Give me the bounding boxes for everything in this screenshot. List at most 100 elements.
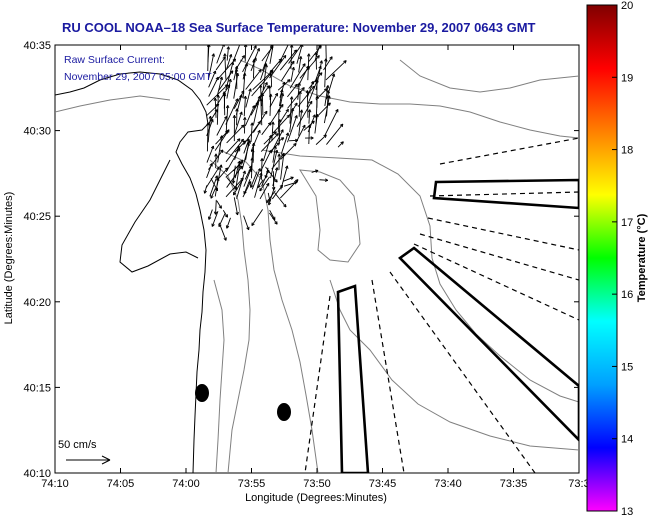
current-vector [324, 109, 339, 136]
current-vector [278, 89, 284, 107]
current-vector [214, 153, 218, 169]
current-vector [222, 210, 229, 218]
surface-current-vectors [203, 45, 347, 241]
current-vector [311, 169, 319, 173]
current-vector [269, 209, 276, 221]
current-vector [231, 165, 236, 184]
current-vector [271, 142, 280, 151]
current-vector [298, 56, 303, 73]
current-vector [252, 59, 256, 79]
current-vector [305, 136, 314, 140]
current-vector [269, 54, 287, 79]
current-vector [243, 117, 247, 134]
current-vector [287, 87, 305, 109]
current-vector [218, 213, 226, 228]
scale-label: 50 cm/s [58, 439, 97, 451]
current-vector [207, 53, 215, 80]
current-vector [274, 192, 287, 208]
current-vector [217, 135, 224, 163]
current-vector [277, 153, 281, 170]
antenna-pattern-dashed [304, 137, 579, 473]
current-vector [233, 180, 243, 196]
bathymetry-contours [55, 59, 579, 473]
antenna-beams [336, 178, 579, 473]
current-vector [324, 58, 328, 88]
current-vector [235, 108, 239, 126]
colorbar-label: Temperature (°C) [636, 213, 648, 302]
map-title: RU COOL NOAA–18 Sea Surface Temperature:… [62, 20, 536, 35]
current-vector [213, 97, 218, 118]
y-tick-label: 40:25 [23, 211, 51, 223]
current-vector [306, 55, 320, 71]
current-vector [283, 181, 298, 187]
current-vector [205, 166, 220, 188]
current-vector [287, 115, 298, 143]
current-vector [337, 141, 344, 148]
current-vector [289, 63, 306, 89]
current-vector [206, 122, 210, 152]
current-vector [211, 211, 219, 227]
current-vector [259, 182, 270, 200]
colorbar-tick-label: 15 [621, 361, 633, 373]
current-vector [206, 145, 215, 163]
current-vector [243, 45, 248, 62]
current-vector [250, 157, 254, 179]
current-vector [226, 46, 231, 61]
x-tick-label: 73:40 [434, 478, 462, 490]
current-vector [325, 60, 347, 81]
current-vector [243, 95, 248, 117]
current-vector [207, 115, 213, 143]
current-vector [295, 124, 306, 143]
current-vector [226, 78, 232, 99]
current-vector [290, 66, 295, 83]
current-vector [234, 145, 240, 161]
current-vector [323, 95, 331, 124]
x-tick-label: 73:55 [238, 478, 266, 490]
colorbar-tick-label: 20 [621, 0, 633, 12]
current-vector [206, 163, 213, 179]
current-vector [208, 70, 217, 88]
current-vector [226, 124, 245, 144]
current-vector [206, 45, 211, 72]
station-marker [195, 384, 209, 402]
x-tick-label: 73:35 [500, 478, 528, 490]
current-vector [234, 111, 243, 134]
current-vector [314, 51, 318, 70]
current-vector [297, 82, 301, 100]
current-vector [289, 96, 294, 124]
x-tick-label: 74:10 [41, 478, 69, 490]
current-vector [214, 129, 230, 151]
current-vector [216, 200, 222, 209]
current-vector [243, 215, 250, 231]
current-vector [289, 138, 299, 143]
x-tick-label: 73:50 [303, 478, 331, 490]
current-vector [298, 90, 302, 117]
current-vector [223, 53, 227, 80]
current-vector [269, 45, 274, 64]
bay-shore [119, 159, 199, 273]
current-vector [280, 152, 286, 180]
colorbar-ticks: 20 19 18 17 16 15 14 13 [612, 0, 633, 518]
current-vector [324, 85, 330, 106]
current-vector [243, 168, 252, 187]
colorbar-tick-label: 18 [621, 145, 633, 157]
y-tick-label: 40:15 [23, 382, 51, 394]
current-vector [260, 93, 265, 116]
current-vector [267, 85, 272, 101]
current-vector [307, 80, 315, 98]
inset-line-1: Raw Surface Current: [64, 54, 165, 66]
y-tick-label: 40:30 [23, 126, 51, 138]
colorbar-tick-label: 16 [621, 289, 633, 301]
current-vector [251, 209, 264, 226]
x-tick-label: 73:45 [369, 478, 397, 490]
current-vector [298, 109, 304, 136]
coastline [55, 71, 209, 473]
current-vector [213, 199, 218, 215]
current-vector [267, 192, 272, 203]
current-vector [277, 119, 282, 144]
current-vector [306, 53, 311, 81]
current-vector [280, 132, 290, 154]
current-vector [210, 187, 216, 199]
current-vector [280, 60, 295, 82]
